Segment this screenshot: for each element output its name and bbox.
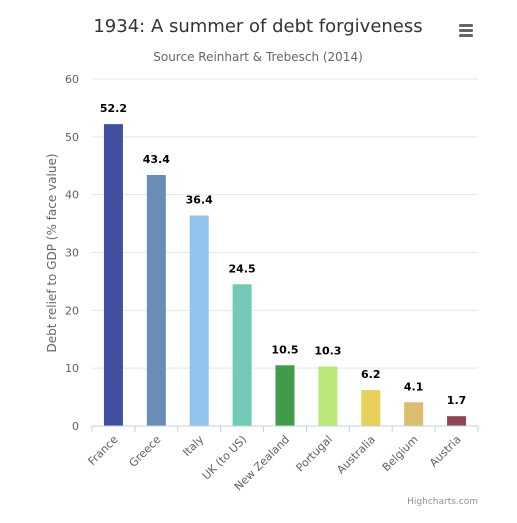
- y-tick-label: 60: [65, 73, 79, 86]
- hamburger-menu-icon[interactable]: [452, 18, 480, 42]
- y-axis-ticks: 0 10 20 30 40 50 60: [65, 73, 79, 433]
- bars: [103, 124, 467, 427]
- bar[interactable]: [318, 366, 338, 426]
- y-tick-label: 0: [72, 420, 79, 433]
- data-labels: 52.2 43.4 36.4 24.5 10.5 10.3 6.2 4.1 1.7: [100, 102, 466, 407]
- x-tick-label: Australia: [334, 433, 378, 477]
- data-label: 10.3: [314, 344, 341, 357]
- data-label: 10.5: [271, 343, 298, 356]
- bar[interactable]: [103, 124, 123, 427]
- chart-title: 1934: A summer of debt forgiveness: [93, 16, 422, 37]
- y-tick-label: 20: [65, 304, 79, 317]
- x-axis-ticks: [91, 426, 479, 432]
- bar[interactable]: [189, 215, 209, 426]
- data-label: 6.2: [361, 368, 381, 381]
- y-tick-label: 40: [65, 189, 79, 202]
- x-tick-label: Belgium: [380, 433, 421, 474]
- bar[interactable]: [404, 402, 424, 426]
- y-tick-label: 50: [65, 131, 79, 144]
- bar[interactable]: [275, 365, 295, 426]
- bar[interactable]: [361, 390, 381, 426]
- bar[interactable]: [232, 284, 252, 426]
- x-tick-label: Italy: [180, 433, 206, 459]
- data-label: 36.4: [186, 193, 213, 206]
- x-tick-label: Greece: [127, 433, 164, 470]
- data-label: 43.4: [143, 153, 170, 166]
- x-tick-label: Austria: [427, 433, 464, 470]
- data-label: 1.7: [447, 394, 467, 407]
- chart-subtitle: Source Reinhart & Trebesch (2014): [153, 50, 363, 64]
- credits-link[interactable]: Highcharts.com: [407, 497, 478, 507]
- data-label: 52.2: [100, 102, 127, 115]
- x-tick-label: Portugal: [294, 433, 335, 474]
- bar[interactable]: [447, 416, 467, 426]
- y-tick-label: 30: [65, 247, 79, 260]
- data-label: 4.1: [404, 380, 424, 393]
- bar[interactable]: [146, 175, 166, 426]
- data-label: 24.5: [229, 262, 256, 275]
- x-tick-label: France: [86, 433, 121, 468]
- y-axis-title: Debt relief to GDP (% face value): [45, 153, 59, 352]
- y-tick-label: 10: [65, 362, 79, 375]
